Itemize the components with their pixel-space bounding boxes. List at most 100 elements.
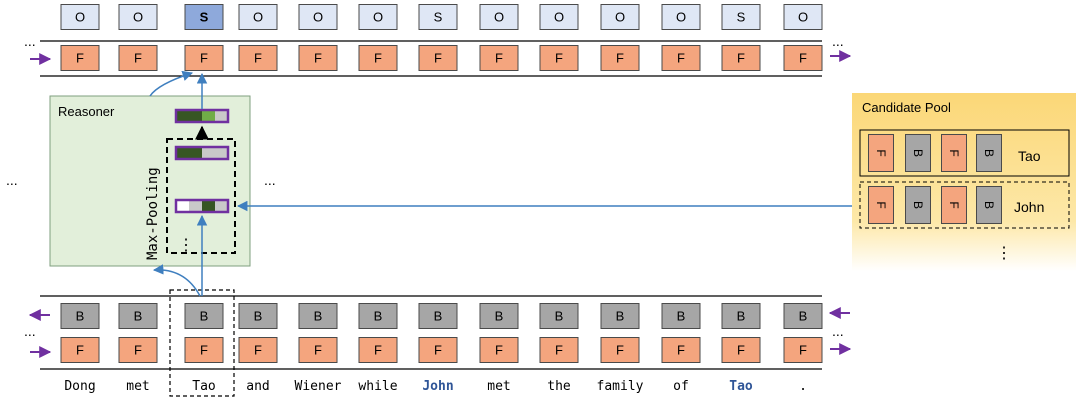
forward-cell: F [238,337,278,363]
backward-cell: B [298,303,338,329]
token: while [358,379,397,394]
top-forward-cell-label: F [495,51,503,66]
token-row: Dong met Tao and Wiener while John met the family… [64,379,807,394]
candidate-cell-label: B [982,201,996,209]
token: and [246,379,269,394]
output-label-cell-label: O [373,10,383,25]
ellipsis-top-right: ... [832,33,844,49]
output-label-cell-label: S [737,10,746,25]
candidate-cell: F [941,134,967,172]
backward-cell-label: B [254,309,263,324]
output-label-cell-label: O [494,10,504,25]
output-label-cell-label: O [75,10,85,25]
backward-cell: B [783,303,823,329]
top-forward-cell: F [118,45,158,71]
forward-cell-label: F [134,343,142,358]
token: Tao [192,379,215,394]
backward-cell: B [661,303,701,329]
top-forward-cell: F [298,45,338,71]
backward-cell-label: B [737,309,746,324]
top-forward-cell-label: F [134,51,142,66]
top-forward-cell: F [238,45,278,71]
candidate-name-john: John [1014,199,1044,215]
backward-cell: B [184,303,224,329]
forward-cell: F [118,337,158,363]
top-forward-cell: F [358,45,398,71]
arrow-token-to-reasoner [152,264,201,297]
candidate-pool: Candidate Pool F B F B F B F B Tao John ⋮ [852,93,1076,271]
backward-cell: B [238,303,278,329]
top-forward-cell: F [600,45,640,71]
forward-cell: F [418,337,458,363]
backward-cell-label: B [134,309,143,324]
output-label-cell: O [783,4,823,30]
output-label-cell-label: S [434,10,443,25]
backward-cell-label: B [616,309,625,324]
forward-cell: F [661,337,701,363]
backward-cell-label: B [76,309,85,324]
backward-cell: B [721,303,761,329]
top-forward-cell: F [721,45,761,71]
top-forward-cell: F [418,45,458,71]
top-forward-cell-label: F [434,51,442,66]
forward-cell-label: F [677,343,685,358]
top-forward-cell-label: F [254,51,262,66]
forward-cell: F [783,337,823,363]
forward-cell-label: F [374,343,382,358]
output-label-cell: O [358,4,398,30]
output-label-cell: S [184,4,224,30]
candidate-cell: F [868,186,894,224]
candidate-vector-1 [174,145,230,161]
top-forward-cell-label: F [374,51,382,66]
candidate-pool-ellipsis: ⋮ [996,245,1012,262]
token: of [673,379,689,394]
token: family [597,379,644,394]
reasoner-title: Reasoner [58,104,115,119]
backward-cell: B [60,303,100,329]
token: John [422,379,453,394]
candidate-cell-label: F [874,201,888,208]
forward-cell-label: F [434,343,442,358]
forward-cell: F [600,337,640,363]
token: . [799,379,807,394]
candidate-row-john-border [859,181,1070,229]
backward-cell-label: B [374,309,383,324]
output-label-cell-label: O [253,10,263,25]
candidate-cell: B [905,134,931,172]
forward-cell-label: F [76,343,84,358]
top-forward-cell-label: F [314,51,322,66]
backward-cell-label: B [200,309,209,324]
token: Wiener [295,379,342,394]
top-forward-cell: F [661,45,701,71]
forward-cell-label: F [495,343,503,358]
top-forward-cell-label: F [677,51,685,66]
arrow-reasoner-to-output [149,70,193,97]
candidate-cell: F [868,134,894,172]
top-forward-cell-label: F [76,51,84,66]
backward-cell-label: B [434,309,443,324]
backward-cell: B [539,303,579,329]
forward-cell-label: F [555,343,563,358]
backward-cell-label: B [555,309,564,324]
output-label-cell: O [238,4,278,30]
output-label-cell-label: O [615,10,625,25]
forward-cell: F [358,337,398,363]
candidate-vector-2 [174,198,230,214]
token: met [126,379,149,394]
candidate-pool-title: Candidate Pool [862,100,951,115]
top-forward-cell-label: F [799,51,807,66]
ellipsis-bottom-left: ... [24,323,36,339]
top-forward-cell: F [783,45,823,71]
forward-cell-label: F [799,343,807,358]
output-label-cell-label: O [798,10,808,25]
pooled-vector [174,108,230,124]
output-label-cell: O [60,4,100,30]
backward-cell: B [600,303,640,329]
forward-cell: F [539,337,579,363]
output-label-cell: O [118,4,158,30]
forward-cell: F [184,337,224,363]
